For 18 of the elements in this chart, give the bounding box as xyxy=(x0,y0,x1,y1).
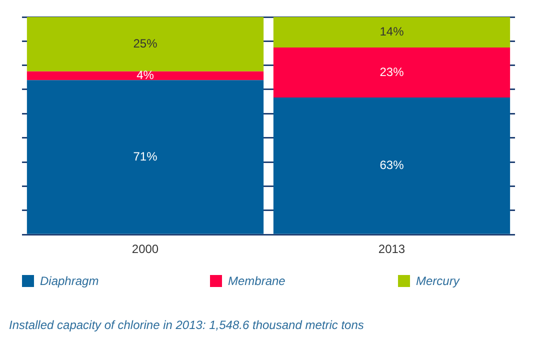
x-tick-label: 2013 xyxy=(378,242,406,256)
data-label: 14% xyxy=(380,24,404,39)
data-label: 63% xyxy=(380,158,404,172)
x-tick-label: 2000 xyxy=(132,242,159,256)
data-label: 71% xyxy=(133,149,158,164)
bar xyxy=(273,47,510,98)
legend-label: Mercury xyxy=(416,274,460,288)
bar xyxy=(26,80,264,234)
bar xyxy=(26,17,264,72)
bar xyxy=(26,71,264,80)
data-label: 4% xyxy=(136,68,154,82)
text: Installed capacity of chlorine in 2013: 1,548.6 thousand metric tons xyxy=(9,318,364,332)
data-label: 25% xyxy=(133,36,158,51)
legend-label: Membrane xyxy=(228,274,286,288)
bar xyxy=(273,17,510,48)
legend-label: Diaphragm xyxy=(40,274,99,288)
data-label: 23% xyxy=(380,64,404,79)
bar xyxy=(273,98,510,234)
